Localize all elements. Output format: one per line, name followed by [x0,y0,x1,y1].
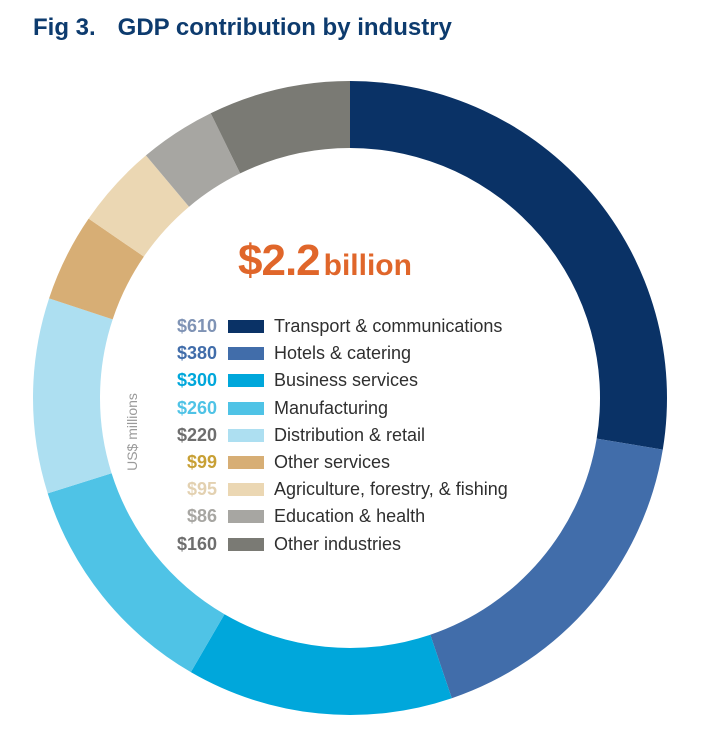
units-label: US$ millions [124,393,140,471]
legend-swatch [228,510,264,524]
figure-number: Fig 3. [33,14,96,41]
legend-item: $99 Other services [158,449,508,476]
legend-swatch [228,537,264,551]
legend-label: Transport & communications [274,316,503,337]
donut-segment-5 [49,218,144,320]
donut-segment-0 [350,81,667,450]
chart-title: Fig 3. GDP contribution by industry [33,14,452,42]
legend-item: $260 Manufacturing [158,395,508,422]
legend: $610 Transport & communications $380 Hotels… [158,313,508,558]
legend-item: $95 Agriculture, forestry, & fishing [158,476,508,503]
legend-label: Distribution & retail [274,424,426,445]
legend-item: $86 Education & health [158,503,508,530]
total-unit: billion [323,249,412,282]
total-amount: $2.2 [238,236,321,285]
legend-label: Business services [274,370,419,391]
legend-value: $99 [186,452,217,473]
total-value: $2.2 billion [238,236,412,286]
legend-value: $300 [176,370,217,391]
donut-segment-3 [47,473,225,673]
legend-value: $95 [186,479,217,500]
donut-segment-7 [145,113,241,207]
legend-value: $260 [176,397,217,418]
legend-swatch [228,456,264,470]
legend-value: $220 [176,424,217,445]
legend-swatch [228,374,264,388]
legend-value: $160 [176,533,217,554]
legend-value: $380 [176,343,217,364]
legend-item: $380 Hotels & catering [158,340,508,367]
legend-item: $160 Other industries [158,531,508,558]
legend-label: Other services [274,452,391,473]
legend-label: Other industries [274,533,402,554]
legend-label: Agriculture, forestry, & fishing [274,479,508,500]
legend-swatch [228,347,264,361]
legend-value: $610 [176,316,217,337]
legend-item: $610 Transport & communications [158,313,508,340]
donut-segment-4 [33,298,113,494]
legend-swatch [228,320,264,334]
legend-label: Manufacturing [274,397,389,418]
legend-item: $300 Business services [158,367,508,394]
legend-swatch [228,428,264,442]
figure-title: GDP contribution by industry [117,14,452,41]
legend-item: $220 Distribution & retail [158,422,508,449]
donut-segment-1 [430,438,663,699]
legend-swatch [228,401,264,415]
legend-label: Hotels & catering [274,343,412,364]
donut-segment-2 [190,614,452,715]
legend-value: $86 [186,506,217,527]
legend-swatch [228,483,264,497]
donut-segment-6 [88,155,190,257]
legend-label: Education & health [274,506,426,527]
donut-segment-8 [210,81,350,174]
